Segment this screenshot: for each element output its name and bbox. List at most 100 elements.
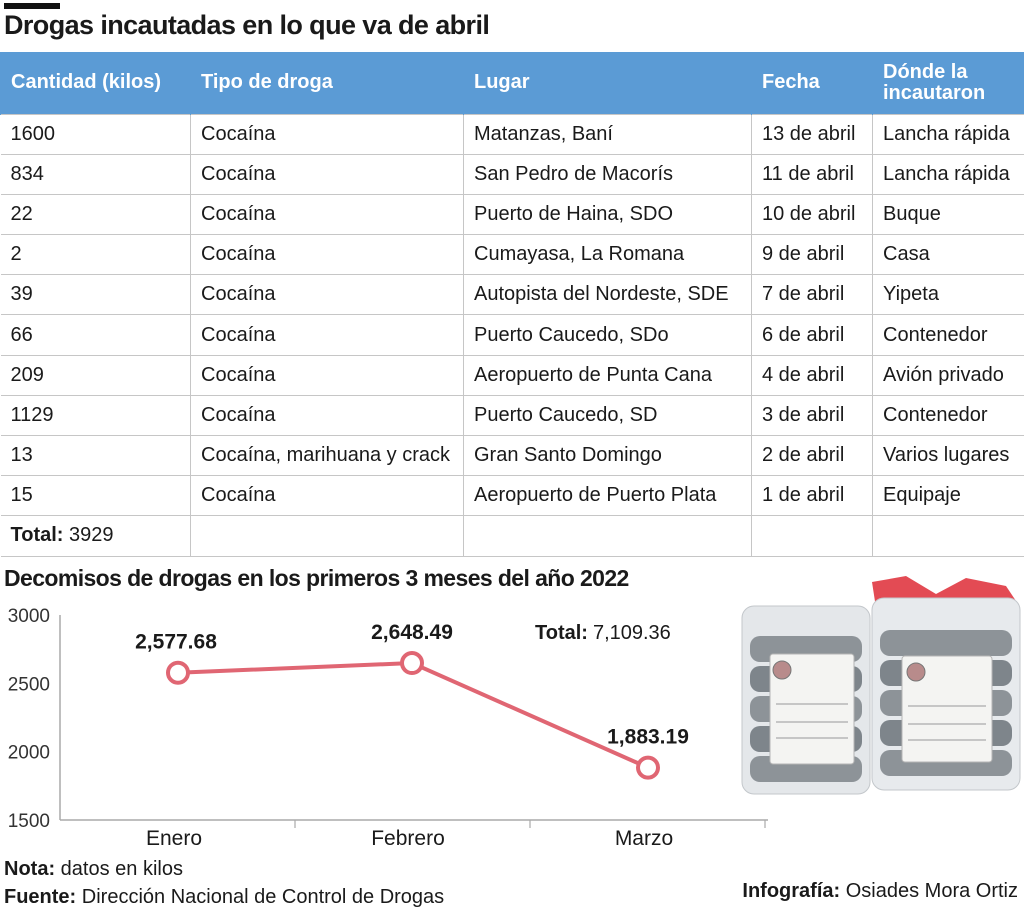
table-header-row: Cantidad (kilos) Tipo de droga Lugar Fec… bbox=[0, 52, 1024, 114]
empty-cell bbox=[751, 515, 873, 557]
data-point-enero bbox=[166, 660, 190, 685]
cell-tipo: Cocaína bbox=[190, 234, 464, 276]
cell-fecha: 9 de abril bbox=[751, 234, 873, 276]
table-row: 15 Cocaína Aeropuerto de Puerto Plata 1 … bbox=[0, 475, 1024, 517]
y-tick-label: 2000 bbox=[8, 743, 50, 764]
header-tipo: Tipo de droga bbox=[190, 52, 464, 114]
total-value: 3929 bbox=[69, 524, 114, 547]
note-line: Nota: datos en kilos bbox=[4, 858, 183, 881]
empty-cell bbox=[190, 515, 464, 557]
chart-title: Decomisos de drogas en los primeros 3 me… bbox=[4, 565, 629, 591]
cell-donde: Contenedor bbox=[872, 314, 1024, 356]
note-text: datos en kilos bbox=[55, 858, 183, 880]
table-row: 13 Cocaína, marihuana y crack Gran Santo… bbox=[0, 434, 1024, 477]
seizures-line-chart: 3000 2500 2000 1500 2,577.68 2,648.49 1,… bbox=[8, 606, 768, 850]
credit-label: Infografía: bbox=[742, 880, 841, 902]
cell-fecha: 1 de abril bbox=[751, 475, 873, 517]
chart-total-value: 7,109.36 bbox=[593, 622, 671, 644]
cell-cantidad: 13 bbox=[0, 434, 191, 477]
cell-donde: Avión privado bbox=[872, 354, 1024, 396]
table-row: 66 Cocaína Puerto Caucedo, SDo 6 de abri… bbox=[0, 314, 1024, 356]
page-title: Drogas incautadas en lo que va de abril bbox=[4, 10, 490, 40]
drug-packages-photo bbox=[741, 576, 1021, 795]
cell-lugar: Puerto de Haina, SDO bbox=[463, 193, 752, 236]
cell-tipo: Cocaína bbox=[190, 153, 464, 195]
header-fecha: Fecha bbox=[751, 52, 873, 114]
table-row: 2 Cocaína Cumayasa, La Romana 9 de abril… bbox=[0, 234, 1024, 276]
table-row: 22 Cocaína Puerto de Haina, SDO 10 de ab… bbox=[0, 193, 1024, 236]
title-accent-bar bbox=[4, 3, 60, 9]
data-label: 2,648.49 bbox=[371, 621, 453, 644]
y-tick-label: 2500 bbox=[8, 674, 50, 695]
evidence-label-right bbox=[901, 655, 993, 763]
cell-lugar: Gran Santo Domingo bbox=[463, 434, 752, 477]
cell-donde: Lancha rápida bbox=[872, 153, 1024, 195]
total-label: Total: bbox=[10, 524, 64, 547]
cell-lugar: Aeropuerto de Punta Cana bbox=[463, 354, 752, 396]
cell-cantidad: 15 bbox=[0, 475, 191, 517]
cell-fecha: 2 de abril bbox=[751, 434, 873, 477]
table-row: 1129 Cocaína Puerto Caucedo, SD 3 de abr… bbox=[0, 394, 1024, 437]
cell-cantidad: 39 bbox=[0, 274, 191, 316]
cell-tipo: Cocaína bbox=[190, 113, 464, 155]
cell-lugar: Cumayasa, La Romana bbox=[463, 234, 752, 276]
dncd-seal-icon bbox=[906, 662, 926, 682]
series-line bbox=[177, 661, 649, 770]
cell-donde: Casa bbox=[872, 234, 1024, 276]
cell-cantidad: 1600 bbox=[0, 113, 191, 155]
empty-cell bbox=[463, 515, 752, 557]
cell-donde: Yipeta bbox=[872, 274, 1024, 316]
cell-lugar: Aeropuerto de Puerto Plata bbox=[463, 475, 752, 517]
credit-line: Infografía: Osiades Mora Ortiz bbox=[742, 880, 1018, 903]
cell-lugar: San Pedro de Macorís bbox=[463, 153, 752, 195]
cell-cantidad: 834 bbox=[0, 153, 191, 195]
data-label: 2,577.68 bbox=[135, 631, 217, 654]
cell-donde: Lancha rápida bbox=[872, 113, 1024, 155]
chart-total: Total: 7,109.36 bbox=[535, 622, 671, 644]
table-row: 834 Cocaína San Pedro de Macorís 11 de a… bbox=[0, 153, 1024, 195]
data-point-febrero bbox=[400, 651, 424, 676]
cell-donde: Varios lugares bbox=[872, 434, 1024, 477]
data-point-marzo bbox=[636, 755, 660, 780]
cell-fecha: 3 de abril bbox=[751, 394, 873, 437]
evidence-label-left bbox=[769, 653, 855, 765]
cell-donde: Buque bbox=[872, 193, 1024, 236]
dncd-seal-icon bbox=[772, 660, 792, 680]
cell-tipo: Cocaína bbox=[190, 193, 464, 236]
cell-fecha: 11 de abril bbox=[751, 153, 873, 195]
cell-donde: Equipaje bbox=[872, 475, 1024, 517]
cell-lugar: Puerto Caucedo, SD bbox=[463, 394, 752, 437]
seizures-table: Cantidad (kilos) Tipo de droga Lugar Fec… bbox=[0, 52, 1024, 557]
x-tick-label: Marzo bbox=[615, 827, 673, 850]
cell-fecha: 10 de abril bbox=[751, 193, 873, 236]
source-label: Fuente: bbox=[4, 886, 77, 908]
package-brick bbox=[880, 630, 1012, 656]
header-lugar: Lugar bbox=[463, 52, 752, 114]
cell-lugar: Autopista del Nordeste, SDE bbox=[463, 274, 752, 316]
header-donde: Dónde la incautaron bbox=[872, 52, 1024, 114]
x-tick-label: Febrero bbox=[371, 827, 445, 850]
cell-tipo: Cocaína bbox=[190, 475, 464, 517]
cell-lugar: Matanzas, Baní bbox=[463, 113, 752, 155]
chart-total-label: Total: bbox=[535, 622, 588, 644]
total-cell: Total: 3929 bbox=[0, 515, 191, 557]
source-line: Fuente: Dirección Nacional de Control de… bbox=[4, 886, 444, 909]
note-label: Nota: bbox=[4, 858, 56, 880]
cell-cantidad: 209 bbox=[0, 354, 191, 396]
cell-tipo: Cocaína bbox=[190, 354, 464, 396]
data-label: 1,883.19 bbox=[607, 726, 689, 749]
header-cantidad: Cantidad (kilos) bbox=[0, 52, 191, 114]
cell-fecha: 4 de abril bbox=[751, 354, 873, 396]
cell-cantidad: 2 bbox=[0, 234, 191, 276]
cell-cantidad: 1129 bbox=[0, 394, 191, 437]
cell-tipo: Cocaína bbox=[190, 394, 464, 437]
x-tick-label: Enero bbox=[146, 827, 202, 850]
empty-cell bbox=[872, 515, 1024, 557]
cell-donde: Contenedor bbox=[872, 394, 1024, 437]
cell-fecha: 7 de abril bbox=[751, 274, 873, 316]
table-row: 209 Cocaína Aeropuerto de Punta Cana 4 d… bbox=[0, 354, 1024, 396]
cell-tipo: Cocaína, marihuana y crack bbox=[190, 434, 464, 477]
cell-lugar: Puerto Caucedo, SDo bbox=[463, 314, 752, 356]
cell-fecha: 13 de abril bbox=[751, 113, 873, 155]
cell-tipo: Cocaína bbox=[190, 274, 464, 316]
